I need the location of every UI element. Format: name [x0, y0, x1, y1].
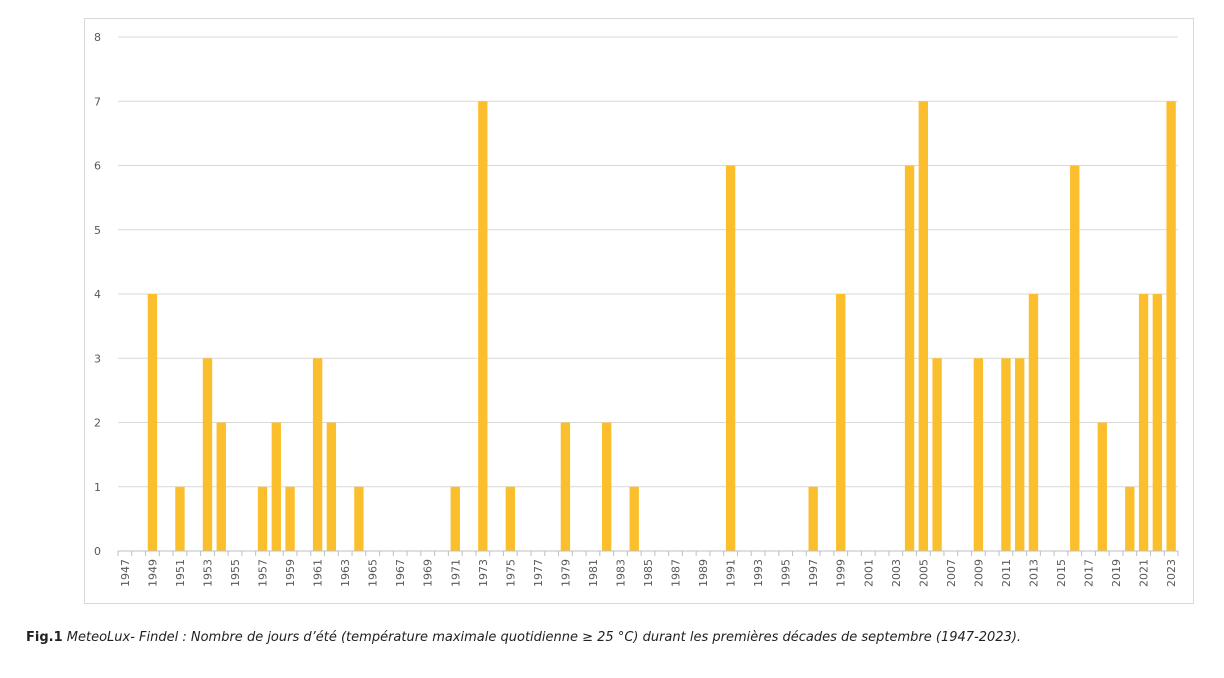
bar-1984: [629, 486, 639, 551]
figure-label: Fig.1: [26, 630, 63, 645]
x-tick-label: 1971: [449, 559, 462, 587]
y-tick-label: 6: [94, 160, 101, 173]
y-tick-label: 2: [94, 417, 101, 430]
x-tick-label: 1955: [229, 559, 242, 587]
x-tick-label: 1991: [725, 559, 738, 587]
x-tick-label: 1963: [339, 559, 352, 587]
x-tick-label: 1969: [422, 559, 435, 587]
x-tick-label: 1967: [394, 559, 407, 587]
bar-2005: [918, 101, 928, 551]
bar-2016: [1070, 165, 1080, 551]
bar-1961: [312, 358, 323, 551]
x-tick-label: 1983: [614, 559, 627, 587]
x-tick-label: 1951: [174, 559, 187, 587]
bar-2009: [973, 358, 984, 551]
x-tick-label: 1993: [752, 559, 765, 587]
bar-2006: [932, 358, 942, 551]
y-tick-label: 4: [94, 288, 101, 301]
x-tick-label: 1947: [119, 559, 132, 587]
y-tick-label: 3: [94, 352, 101, 365]
x-tick-label: 2003: [890, 559, 903, 587]
bar-1991: [725, 165, 736, 551]
bar-1999: [836, 294, 846, 551]
bar-1957: [257, 486, 268, 551]
x-tick-label: 1979: [559, 559, 572, 587]
x-tick-label: 1989: [697, 559, 710, 587]
bar-1973: [478, 101, 488, 551]
bar-2020: [1125, 486, 1135, 551]
x-tick-label: 1959: [284, 559, 297, 587]
x-tick-label: 1953: [201, 559, 214, 587]
x-tick-label: 1995: [780, 559, 793, 587]
x-tick-label: 1957: [257, 559, 270, 587]
x-tick-label: 2007: [945, 559, 958, 587]
bar-1962: [326, 422, 337, 551]
bar-1959: [285, 486, 295, 551]
x-tick-labels: 1947 1949 1951 1953 1955 1957 1959 1961 1963 1965…: [119, 559, 1178, 587]
bar-1958: [271, 422, 281, 551]
y-tick-label: 7: [94, 95, 101, 108]
bar-2012: [1015, 358, 1025, 551]
x-tick-label: 1987: [670, 559, 683, 587]
x-tick-label: 1961: [312, 559, 325, 587]
bar-2004: [904, 165, 915, 551]
x-tick-label: 1985: [642, 559, 655, 587]
y-tick-label: 5: [94, 224, 101, 237]
x-tick-label: 2009: [972, 559, 985, 587]
x-tick-label: 1977: [532, 559, 545, 587]
bar-1979: [560, 422, 571, 551]
bars: [147, 101, 1176, 551]
bar-2013: [1028, 294, 1039, 551]
x-tick-label: 2011: [1000, 559, 1013, 587]
x-tick-label: 2023: [1165, 559, 1178, 587]
x-tick-label: 2001: [862, 559, 875, 587]
x-tick-label: 1949: [146, 559, 159, 587]
bar-1971: [450, 486, 460, 551]
x-tick-label: 1981: [587, 559, 600, 587]
figure-caption: Fig.1 MeteoLux- Findel : Nombre de jours…: [26, 630, 1021, 645]
x-tick-label: 2021: [1138, 559, 1151, 587]
y-tick-label: 8: [94, 31, 101, 44]
x-tick-label: 1965: [367, 559, 380, 587]
x-tick-label: 2019: [1110, 559, 1123, 587]
bar-1954: [216, 422, 226, 551]
x-tick-label: 1973: [477, 559, 490, 587]
y-tick-label: 1: [94, 481, 101, 494]
x-tick-label: 1997: [807, 559, 820, 587]
figure-caption-text: MeteoLux- Findel : Nombre de jours d’été…: [62, 630, 1022, 645]
bar-1964: [354, 486, 364, 551]
bar-1975: [505, 486, 516, 551]
bar-1951: [175, 486, 185, 551]
x-tick-label: 2013: [1027, 559, 1040, 587]
bar-2011: [1001, 358, 1011, 551]
bar-2022: [1152, 294, 1163, 551]
x-tick-label: 1975: [504, 559, 517, 587]
bar-1953: [202, 358, 213, 551]
bar-1982: [602, 422, 612, 551]
y-tick-label: 0: [94, 545, 101, 558]
gridlines: [118, 36, 1178, 488]
x-tick-label: 2017: [1083, 559, 1096, 587]
bar-2023: [1166, 101, 1176, 551]
x-tick-label: 2005: [917, 559, 930, 587]
bar-1997: [808, 486, 818, 551]
y-tick-labels: 0 1 2 3 4 5 6 7 8: [94, 31, 101, 558]
x-tick-label: 1999: [835, 559, 848, 587]
bar-2021: [1138, 294, 1149, 551]
bar-2018: [1097, 422, 1107, 551]
bar-1949: [147, 294, 158, 551]
x-axis: [117, 550, 1179, 556]
x-tick-label: 2015: [1055, 559, 1068, 587]
